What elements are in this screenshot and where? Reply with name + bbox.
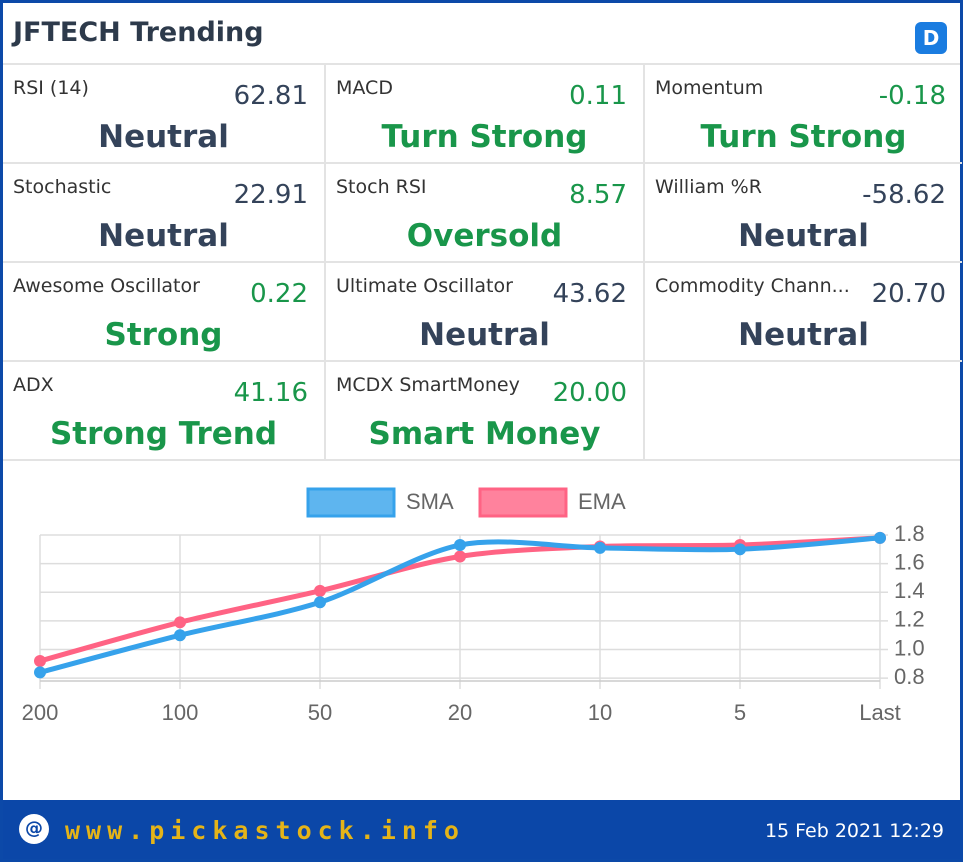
indicator-cell: MACD 0.11 Turn Strong	[326, 65, 645, 164]
x-tick-label: 5	[734, 700, 746, 725]
indicator-status: Turn Strong	[700, 119, 907, 155]
indicator-cell: Momentum -0.18 Turn Strong	[645, 65, 962, 164]
indicator-name: Ultimate Oscillator	[336, 275, 513, 297]
data-point	[454, 539, 466, 552]
indicator-name: ADX	[13, 374, 54, 396]
indicator-name: Momentum	[655, 77, 764, 99]
indicator-status: Strong	[104, 317, 223, 353]
x-tick-label: 20	[448, 700, 472, 725]
y-tick-label: 1.4	[894, 578, 925, 603]
indicator-value: -0.18	[878, 81, 946, 111]
indicator-cell: William %R -58.62 Neutral	[645, 164, 962, 263]
indicator-status: Turn Strong	[381, 119, 588, 155]
indicator-name: Stochastic	[13, 176, 112, 198]
data-point	[734, 543, 746, 556]
indicator-value: 20.00	[552, 378, 627, 408]
indicator-name: MCDX SmartMoney	[336, 374, 520, 396]
indicator-cell: Ultimate Oscillator 43.62 Neutral	[326, 263, 645, 362]
indicator-value: 22.91	[233, 180, 308, 210]
data-point	[34, 654, 46, 667]
x-tick-label: 10	[588, 700, 612, 725]
indicator-status: Neutral	[738, 218, 869, 254]
indicator-value: 8.57	[569, 180, 627, 210]
data-point	[174, 629, 186, 642]
title: JFTECH Trending	[13, 17, 264, 48]
indicator-status: Strong Trend	[49, 416, 278, 452]
data-point	[314, 584, 326, 597]
indicator-cell: Stoch RSI 8.57 Oversold	[326, 164, 645, 263]
indicator-status: Smart Money	[368, 416, 601, 452]
indicator-cell: MCDX SmartMoney 20.00 Smart Money	[326, 362, 645, 461]
indicator-cell: RSI (14) 62.81 Neutral	[3, 65, 326, 164]
site-link[interactable]: www.pickastock.info	[65, 816, 465, 845]
y-tick-label: 0.8	[894, 664, 925, 689]
x-tick-label: 200	[22, 700, 59, 725]
indicator-status: Neutral	[98, 119, 229, 155]
legend-label: SMA	[406, 489, 454, 514]
indicator-value: 0.11	[569, 81, 627, 111]
indicator-name: Awesome Oscillator	[13, 275, 200, 297]
x-tick-label: 50	[308, 700, 332, 725]
indicator-cell: Awesome Oscillator 0.22 Strong	[3, 263, 326, 362]
indicator-status: Neutral	[738, 317, 869, 353]
indicator-cell: Stochastic 22.91 Neutral	[3, 164, 326, 263]
legend-swatch	[478, 487, 568, 518]
indicator-name: Stoch RSI	[336, 176, 427, 198]
y-tick-label: 1.2	[894, 607, 925, 632]
chart: 0.8 1.0 1.2 1.4 1.6 1.8 200 100 50 20 10 5 Last SMA EM…	[22, 487, 925, 725]
indicator-status: Neutral	[419, 317, 550, 353]
indicator-value: 41.16	[233, 378, 308, 408]
data-point	[314, 596, 326, 609]
legend-swatch	[306, 487, 396, 518]
footer: @ www.pickastock.info 15 Feb 2021 12:29	[3, 800, 960, 859]
timeframe-badge[interactable]: D	[915, 22, 947, 54]
indicator-value: 0.22	[250, 279, 308, 309]
indicator-name: Commodity Chann...	[655, 275, 850, 297]
x-tick-label: 100	[162, 700, 199, 725]
indicator-cell: Commodity Chann... 20.70 Neutral	[645, 263, 962, 362]
data-point	[594, 541, 606, 554]
data-point	[174, 616, 186, 629]
header: JFTECH Trending D	[3, 3, 960, 65]
indicator-status: Oversold	[406, 218, 563, 254]
data-point	[874, 531, 886, 544]
legend-label: EMA	[578, 489, 626, 514]
logo-icon: @	[19, 814, 49, 844]
indicator-name: RSI (14)	[13, 77, 89, 99]
indicator-value: -58.62	[862, 180, 946, 210]
data-point	[454, 550, 466, 563]
timestamp: 15 Feb 2021 12:29	[764, 820, 944, 842]
divider	[3, 362, 960, 461]
indicator-value: 43.62	[552, 279, 627, 309]
y-tick-label: 1.6	[894, 549, 925, 574]
indicator-name: William %R	[655, 176, 762, 198]
indicator-status: Neutral	[98, 218, 229, 254]
y-tick-label: 1.8	[894, 521, 925, 546]
indicator-value: 20.70	[871, 279, 946, 309]
indicator-name: MACD	[336, 77, 393, 99]
data-point	[34, 666, 46, 679]
x-tick-label: Last	[859, 700, 901, 725]
indicator-value: 62.81	[233, 81, 308, 111]
y-tick-label: 1.0	[894, 635, 925, 660]
